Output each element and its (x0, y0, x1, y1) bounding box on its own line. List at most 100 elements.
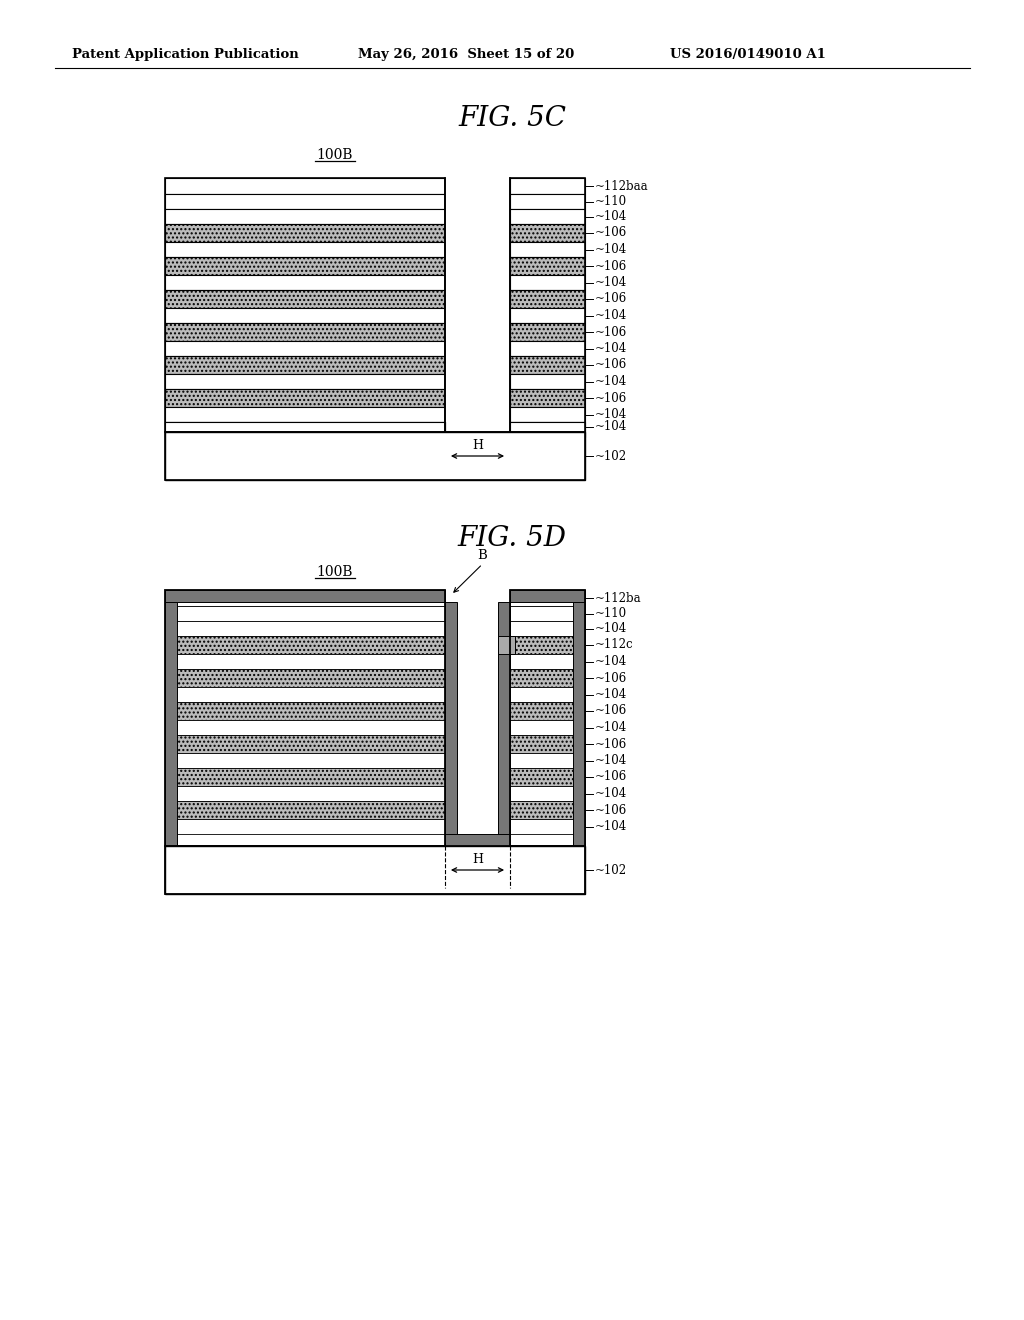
Bar (165, 422, 445, 432)
Text: ~110: ~110 (595, 607, 627, 620)
Text: ~104: ~104 (595, 375, 628, 388)
Bar (165, 308, 445, 323)
Bar (165, 801, 445, 818)
Bar (510, 374, 585, 389)
Bar (510, 257, 585, 275)
Bar (165, 178, 445, 194)
Bar (165, 669, 445, 686)
Bar (165, 606, 445, 620)
Bar (510, 590, 585, 846)
Bar (165, 620, 445, 636)
Bar (510, 801, 585, 818)
Text: ~106: ~106 (595, 771, 628, 784)
Text: US 2016/0149010 A1: US 2016/0149010 A1 (670, 48, 826, 61)
Bar (510, 178, 585, 194)
Bar (165, 785, 445, 801)
Bar (165, 407, 445, 422)
Text: ~104: ~104 (595, 342, 628, 355)
Bar (510, 275, 585, 290)
Text: ~102: ~102 (595, 450, 627, 462)
Text: H: H (472, 853, 483, 866)
Bar (510, 768, 585, 785)
Text: ~112ba: ~112ba (595, 591, 642, 605)
Bar (510, 422, 585, 432)
Text: ~106: ~106 (595, 672, 628, 685)
Bar (165, 290, 445, 308)
Bar (165, 178, 445, 432)
Bar (165, 224, 445, 242)
Bar (165, 752, 445, 768)
Text: H: H (472, 440, 483, 451)
Bar (165, 719, 445, 735)
Text: B: B (477, 549, 487, 562)
Bar (165, 242, 445, 257)
Text: ~110: ~110 (595, 195, 627, 209)
Bar (165, 818, 445, 834)
Bar (445, 834, 510, 846)
Bar (573, 602, 585, 846)
Text: ~104: ~104 (595, 276, 628, 289)
Bar (510, 636, 585, 653)
Bar (510, 653, 585, 669)
Bar (510, 669, 585, 686)
Bar (445, 602, 457, 834)
Bar (165, 686, 445, 702)
Text: ~104: ~104 (595, 721, 628, 734)
Text: FIG. 5D: FIG. 5D (458, 525, 566, 552)
Text: FIG. 5C: FIG. 5C (458, 106, 566, 132)
Text: 100B: 100B (316, 565, 353, 579)
Bar (165, 702, 445, 719)
Text: ~112c: ~112c (595, 639, 634, 652)
Bar (165, 432, 585, 480)
Text: ~106: ~106 (595, 392, 628, 404)
Text: ~106: ~106 (595, 804, 628, 817)
Text: ~104: ~104 (595, 655, 628, 668)
Bar (498, 636, 515, 653)
Text: ~106: ~106 (595, 227, 628, 239)
Text: ~104: ~104 (595, 820, 628, 833)
Bar (165, 341, 445, 356)
Bar (510, 422, 585, 437)
Bar (510, 356, 585, 374)
Bar (165, 590, 445, 606)
Bar (510, 752, 585, 768)
Bar (165, 323, 445, 341)
Bar (510, 308, 585, 323)
Bar (510, 818, 585, 834)
Bar (165, 846, 585, 894)
Bar (445, 178, 510, 422)
Text: ~106: ~106 (595, 738, 628, 751)
Text: ~106: ~106 (595, 293, 628, 305)
Bar (457, 590, 498, 834)
Text: ~104: ~104 (595, 754, 628, 767)
Bar (510, 620, 585, 636)
Text: ~104: ~104 (595, 309, 628, 322)
Bar (165, 590, 445, 602)
Bar (510, 590, 585, 602)
Bar (510, 224, 585, 242)
Bar (165, 389, 445, 407)
Bar (165, 735, 445, 752)
Text: ~106: ~106 (595, 260, 628, 272)
Text: ~106: ~106 (595, 359, 628, 371)
Text: ~102: ~102 (595, 863, 627, 876)
Text: ~104: ~104 (595, 688, 628, 701)
Text: ~104: ~104 (595, 622, 628, 635)
Bar (510, 323, 585, 341)
Text: ~106: ~106 (595, 705, 628, 718)
Bar (165, 422, 445, 437)
Bar (165, 194, 445, 209)
Bar (165, 768, 445, 785)
Bar (510, 735, 585, 752)
Bar (165, 590, 445, 846)
Text: ~104: ~104 (595, 408, 628, 421)
Bar (510, 785, 585, 801)
Bar (498, 602, 510, 834)
Bar (510, 209, 585, 224)
Bar (165, 602, 177, 846)
Bar (510, 341, 585, 356)
Text: May 26, 2016  Sheet 15 of 20: May 26, 2016 Sheet 15 of 20 (358, 48, 574, 61)
Bar (165, 432, 585, 480)
Text: ~112baa: ~112baa (595, 180, 648, 193)
Text: ~104: ~104 (595, 787, 628, 800)
